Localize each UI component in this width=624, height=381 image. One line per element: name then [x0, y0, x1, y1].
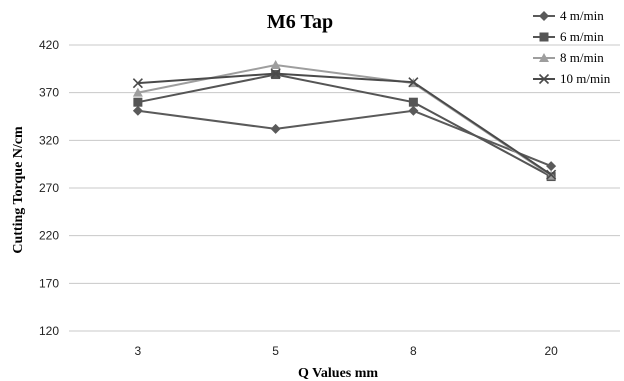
- x-marker-stroke: [538, 73, 550, 85]
- series-layer: [132, 60, 557, 182]
- data-point: [132, 105, 143, 116]
- data-point: [546, 169, 557, 180]
- y-tick-label: 120: [39, 324, 59, 338]
- data-point: [132, 87, 143, 97]
- x-tick-label: 3: [135, 344, 142, 358]
- y-tick-label: 170: [39, 276, 59, 290]
- legend-marker: [538, 73, 550, 85]
- series-4-m-min: [132, 105, 557, 172]
- series-line: [137, 109, 552, 168]
- series-line: [137, 73, 552, 178]
- legend-item: 8 m/min: [533, 50, 604, 65]
- y-tick-label: 370: [39, 86, 59, 100]
- y-tick-label: 320: [39, 133, 59, 147]
- legend-item: 4 m/min: [533, 8, 604, 23]
- x-axis-title: Q Values mm: [298, 366, 378, 381]
- legend-marker: [539, 53, 549, 62]
- legend-marker: [539, 11, 549, 21]
- y-tick-label: 220: [39, 229, 59, 243]
- y-axis-title: Cutting Torque N/cm: [11, 126, 26, 254]
- legend-label: 6 m/min: [560, 29, 604, 44]
- y-tick-labels: 120 170 220 270 320 370 420: [39, 38, 59, 338]
- data-point: [133, 97, 143, 107]
- x-marker-stroke: [132, 78, 143, 89]
- y-tick-label: 270: [39, 181, 59, 195]
- legend-marker: [539, 32, 549, 42]
- x-marker-stroke: [408, 77, 419, 88]
- data-point: [270, 123, 281, 134]
- legend-item: 6 m/min: [533, 29, 604, 44]
- x-tick-label: 8: [410, 344, 417, 358]
- x-tick-label: 20: [544, 344, 558, 358]
- legend-label: 8 m/min: [560, 50, 604, 65]
- legend: 4 m/min 6 m/min 8 m/min 10 m/min: [533, 8, 611, 86]
- data-point: [546, 161, 557, 172]
- y-tick-label: 420: [39, 38, 59, 52]
- x-marker-stroke: [270, 68, 281, 79]
- data-point: [132, 78, 143, 89]
- data-point: [408, 97, 418, 107]
- data-point: [408, 77, 419, 88]
- x-tick-label: 5: [272, 344, 279, 358]
- data-point: [270, 60, 281, 70]
- series-line: [137, 72, 552, 176]
- gridlines: [69, 44, 620, 332]
- data-point: [270, 68, 281, 79]
- legend-label: 10 m/min: [560, 71, 611, 86]
- x-tick-labels: 3 5 8 20: [135, 344, 559, 358]
- data-point: [408, 105, 419, 116]
- x-marker-stroke: [546, 169, 557, 180]
- legend-item: 10 m/min: [533, 71, 611, 86]
- series-10-m-min: [132, 68, 557, 180]
- chart-title: M6 Tap: [267, 11, 333, 33]
- series-6-m-min: [133, 70, 556, 182]
- legend-label: 4 m/min: [560, 8, 604, 23]
